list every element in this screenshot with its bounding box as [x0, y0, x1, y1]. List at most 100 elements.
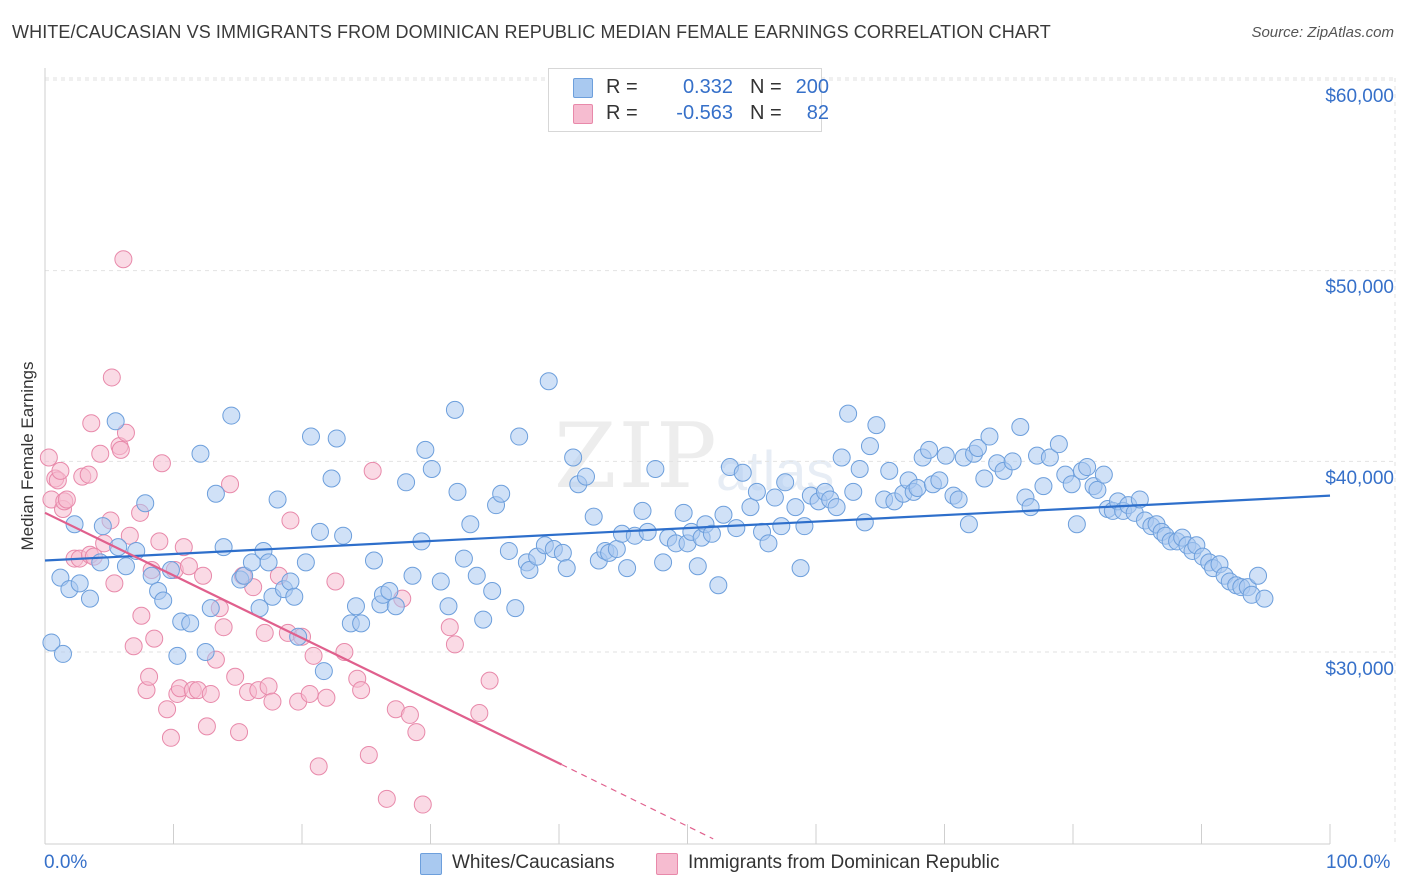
dominican-point: [255, 623, 274, 642]
whites-point: [431, 572, 450, 591]
whites-point: [454, 549, 473, 568]
whites-point: [181, 614, 200, 633]
whites-point: [235, 566, 254, 585]
x-tick-label-max: 100.0%: [1326, 852, 1391, 873]
whites-point: [422, 459, 441, 478]
whites-point: [1094, 465, 1113, 484]
whites-point: [327, 429, 346, 448]
dominican-point: [281, 511, 300, 530]
whites-point: [322, 469, 341, 488]
whites-point: [296, 553, 315, 572]
whites-point: [654, 553, 673, 572]
whites-point: [42, 633, 61, 652]
whites-point: [975, 469, 994, 488]
dominican-point: [152, 454, 171, 473]
dominican-point: [201, 684, 220, 703]
dominican-point: [174, 538, 193, 557]
dominican-trend-line: [44, 511, 563, 766]
legend-swatch-whites: [573, 78, 593, 98]
whites-point: [416, 440, 435, 459]
dominican-point: [377, 789, 396, 808]
legend-r-value-whites: 0.332: [682, 76, 733, 98]
whites-point: [314, 662, 333, 681]
bottom-legend-swatch-whites: [420, 853, 442, 875]
dominican-point: [120, 526, 139, 545]
whites-point: [520, 561, 539, 580]
whites-point: [142, 566, 161, 585]
dominican-point: [413, 795, 432, 814]
y-axis-label: Median Female Earnings: [18, 361, 37, 551]
dominican-point: [179, 557, 198, 576]
dominican-point: [82, 414, 101, 433]
whites-point: [968, 438, 987, 457]
whites-point: [576, 467, 595, 486]
whites-point: [116, 557, 135, 576]
dominican-point: [480, 671, 499, 690]
dominican-point: [51, 461, 70, 480]
bottom-legend-swatch-dominican: [656, 853, 678, 875]
whites-point: [867, 416, 886, 435]
dominican-point: [124, 637, 143, 656]
dominican-point: [214, 618, 233, 637]
whites-point: [980, 427, 999, 446]
whites-point: [618, 559, 637, 578]
whites-point: [352, 614, 371, 633]
whites-point: [201, 599, 220, 618]
whites-point: [334, 526, 353, 545]
legend-n-value-whites: 200: [795, 76, 829, 98]
x-tick-label-min: 0.0%: [44, 852, 88, 873]
whites-point: [281, 572, 300, 591]
whites-point: [860, 437, 879, 456]
whites-point: [483, 581, 502, 600]
whites-point: [510, 427, 529, 446]
whites-point: [880, 461, 899, 480]
whites-point: [564, 448, 583, 467]
whites-point: [492, 484, 511, 503]
legend-r-label: R =: [606, 76, 638, 98]
whites-point: [80, 589, 99, 608]
legend-r-value-dominican: -0.563: [676, 102, 733, 124]
whites-point: [557, 559, 576, 578]
dominican-point: [309, 757, 328, 776]
dominican-point: [39, 448, 58, 467]
whites-point: [1003, 452, 1022, 471]
whites-point: [638, 522, 657, 541]
dominican-point: [197, 717, 216, 736]
dominican-point: [352, 681, 371, 700]
whites-point: [765, 488, 784, 507]
whites-point: [191, 444, 210, 463]
whites-point: [1034, 477, 1053, 496]
whites-point: [949, 490, 968, 509]
dominican-point: [263, 692, 282, 711]
whites-point: [850, 459, 869, 478]
whites-point: [206, 484, 225, 503]
whites-point: [1249, 566, 1268, 585]
whites-point: [461, 515, 480, 534]
whites-point: [747, 482, 766, 501]
whites-point: [285, 587, 304, 606]
legend-n-label: N =: [750, 102, 782, 124]
y-tick-label: $60,000: [1325, 86, 1394, 107]
whites-point: [310, 522, 329, 541]
whites-point: [70, 574, 89, 593]
whites-point: [196, 643, 215, 661]
dominican-point: [363, 461, 382, 480]
dominican-point: [440, 618, 459, 637]
whites-trend-line: [44, 494, 1331, 562]
whites-point: [908, 479, 927, 498]
whites-point: [154, 591, 173, 610]
whites-point: [1011, 418, 1030, 437]
dominican-point: [259, 677, 278, 696]
dominican-point: [221, 475, 240, 494]
dominican-point: [400, 705, 419, 724]
dominican-trend-extension: [561, 763, 714, 840]
dominican-point: [470, 704, 489, 723]
whites-point: [1255, 589, 1274, 608]
dominican-point: [194, 566, 213, 585]
stats-legend: R = 0.332 N = 200 R = -0.563 N = 82: [548, 68, 829, 132]
whites-point: [397, 473, 416, 492]
whites-point: [727, 519, 746, 538]
whites-point: [467, 566, 486, 585]
source-label: Source: ZipAtlas.com: [1251, 24, 1394, 41]
whites-point: [646, 459, 665, 478]
